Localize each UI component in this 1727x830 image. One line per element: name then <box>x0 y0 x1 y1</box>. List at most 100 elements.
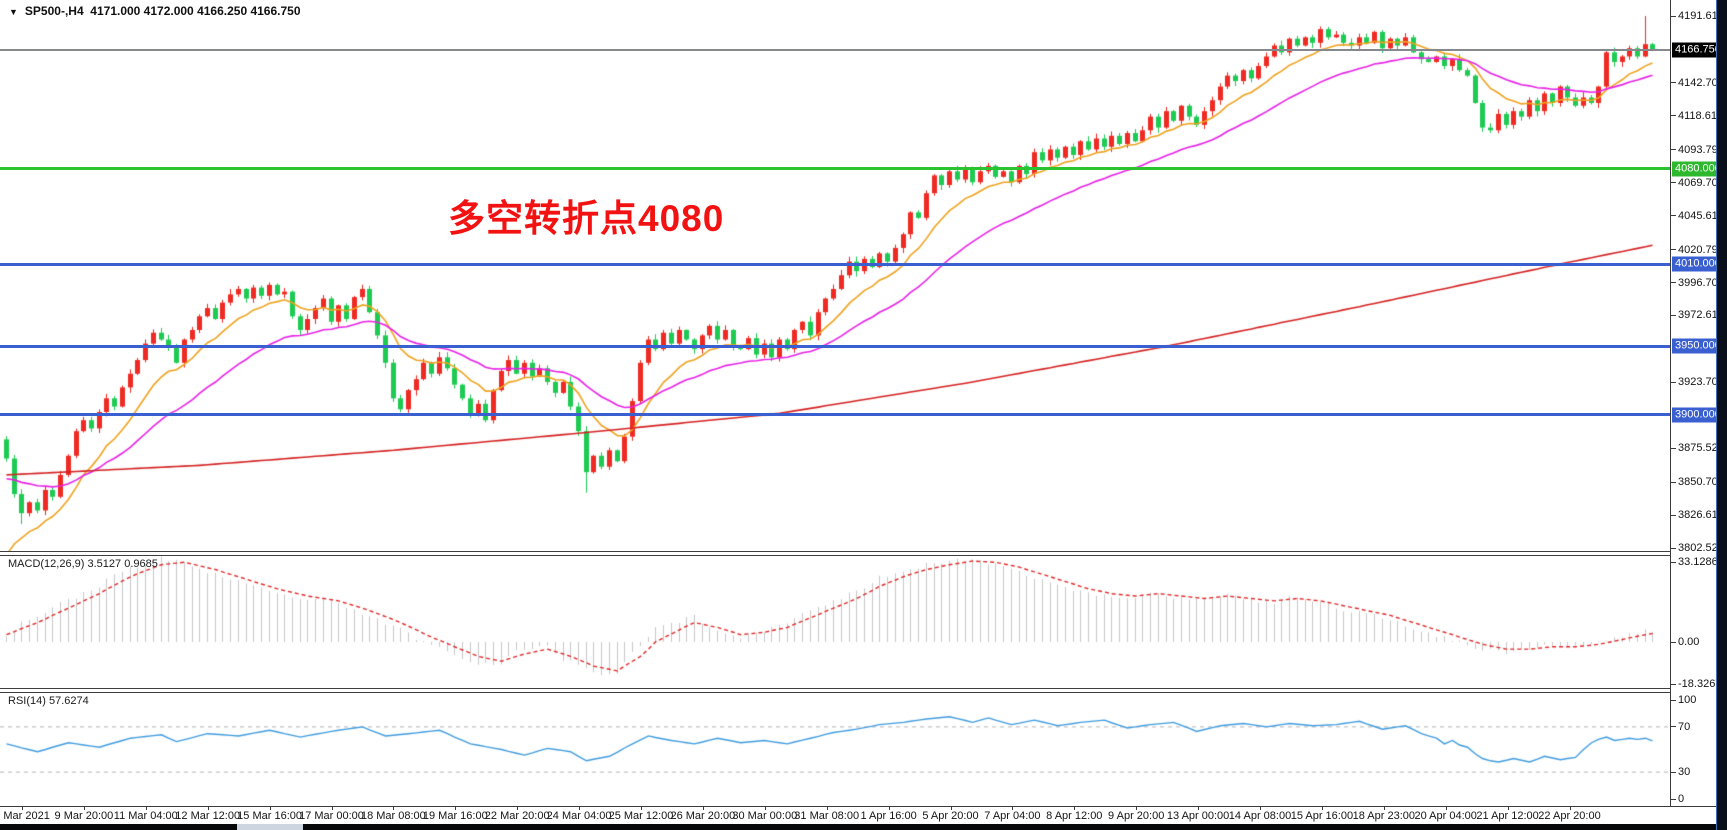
time-tick-mark <box>1569 806 1571 810</box>
tick-mark <box>1671 447 1676 449</box>
macd-tick-label: 0.00 <box>1671 635 1699 649</box>
price-tick-label: 3802.520 <box>1671 541 1724 555</box>
time-tick-mark <box>517 806 519 810</box>
macd-value-main: 3.5127 <box>87 558 122 570</box>
tick-mark <box>1671 381 1676 383</box>
tick-mark <box>1671 699 1676 701</box>
price-tick-label: 4118.610 <box>1671 109 1723 123</box>
window-right-edge <box>1716 0 1727 830</box>
time-tick-mark <box>22 806 23 810</box>
time-axis-label: 18 Apr 23:00 <box>1352 810 1415 822</box>
price-tick-label: 3972.610 <box>1671 308 1724 322</box>
time-tick-mark <box>641 806 642 810</box>
price-tick-label: 3850.700 <box>1671 475 1724 489</box>
ohlc-values: 4171.000 4172.000 4166.250 4166.750 <box>90 4 301 18</box>
time-tick-mark <box>1507 806 1509 810</box>
time-axis-label: 15 Apr 16:00 <box>1290 810 1354 822</box>
price-scale-gutter[interactable]: 4191.610 4142.700 4118.610 4093.790 4069.700… <box>1670 0 1724 806</box>
time-tick-mark <box>826 806 828 810</box>
time-tick-mark <box>1136 806 1138 810</box>
time-axis-label: 7 Apr 04:00 <box>984 810 1041 822</box>
tick-mark <box>1671 115 1676 117</box>
time-axis-label: 24 Mar 04:00 <box>546 810 612 822</box>
time-axis-label: 22 Mar 20:00 <box>484 810 550 822</box>
tick-mark <box>1671 315 1676 317</box>
tick-mark <box>1671 561 1676 563</box>
chart-title: ▼ SP500-,H4 4171.000 4172.000 4166.250 41… <box>9 4 301 18</box>
time-axis-label: 12 Mar 12:00 <box>175 810 241 822</box>
price-tick-label: 4093.790 <box>1671 143 1724 157</box>
tick-mark <box>1671 149 1676 151</box>
price-level-badge: 4080.000 <box>1672 161 1721 177</box>
tick-mark <box>1671 82 1676 84</box>
support-line-3950[interactable] <box>0 344 1670 348</box>
rsi-tick-label: 0 <box>1671 792 1684 806</box>
tick-mark <box>1671 182 1676 184</box>
symbol-dropdown-icon[interactable]: ▼ <box>9 7 18 17</box>
rsi-tick-label: 100 <box>1671 693 1696 707</box>
time-axis-label: 30 Mar 00:00 <box>732 810 798 822</box>
time-tick-mark <box>1383 806 1385 810</box>
rsi-indicator-canvas[interactable] <box>0 693 1670 806</box>
current-price-line[interactable] <box>0 48 1670 51</box>
time-axis-label: 17 Mar 00:00 <box>299 810 364 822</box>
macd-tick-label: -18.3267 <box>1671 677 1721 691</box>
tick-mark <box>1671 641 1676 643</box>
tick-mark <box>1671 683 1676 685</box>
rsi-label: RSI(14) 57.6274 <box>8 695 89 707</box>
panel-separator-price-macd[interactable] <box>0 551 1716 556</box>
time-axis-line <box>0 806 1716 807</box>
time-tick-mark <box>1445 806 1447 810</box>
macd-tick-label: 33.1286 <box>1671 555 1718 569</box>
support-line-4080[interactable] <box>0 167 1670 171</box>
macd-indicator-canvas[interactable] <box>0 556 1670 689</box>
price-tick-label: 4020.790 <box>1671 243 1724 257</box>
tick-mark <box>1671 15 1676 17</box>
price-tick-label: 4191.610 <box>1671 9 1724 23</box>
tick-mark <box>1671 771 1676 773</box>
macd-value-signal: 0.9685 <box>124 558 158 570</box>
time-axis-label: 18 Mar 08:00 <box>360 810 426 822</box>
price-tick-label: 3875.520 <box>1671 441 1724 455</box>
price-tick-label: 3996.700 <box>1671 276 1724 290</box>
symbol-timeframe-label: SP500-,H4 <box>24 4 84 18</box>
macd-label: MACD(12,26,9) 3.5127 0.9685 <box>8 558 158 570</box>
time-tick-mark <box>579 806 581 810</box>
panel-separator-macd-rsi[interactable] <box>0 688 1716 693</box>
price-tick-label: 4142.700 <box>1671 76 1724 90</box>
time-axis-label: 9 Mar 20:00 <box>54 810 114 822</box>
time-axis-label: 15 Mar 16:00 <box>237 810 303 822</box>
time-tick-mark <box>1260 806 1261 810</box>
price-chart-canvas[interactable] <box>0 0 1670 553</box>
time-axis-label: 22 Apr 20:00 <box>1538 810 1601 822</box>
time-tick-mark <box>1198 806 1200 810</box>
time-tick-mark <box>83 806 85 810</box>
time-axis-label: 1 Apr 16:00 <box>860 810 917 822</box>
time-tick-mark <box>764 806 766 810</box>
time-tick-mark <box>1012 806 1014 810</box>
tick-mark <box>1671 215 1676 217</box>
price-tick-label: 4045.610 <box>1671 209 1724 223</box>
support-line-4010[interactable] <box>0 262 1670 266</box>
time-axis-label: 13 Apr 00:00 <box>1166 810 1230 822</box>
price-tick-label: 3826.610 <box>1671 508 1724 522</box>
time-axis-label: 8 Mar 2021 <box>0 810 50 822</box>
trader-annotation-text: 多空转折点4080 <box>448 198 725 239</box>
time-axis-label: 21 Apr 12:00 <box>1476 810 1539 822</box>
time-tick-mark <box>455 806 457 810</box>
time-tick-mark <box>393 806 395 810</box>
time-tick-mark <box>331 806 333 810</box>
time-axis-label: 11 Mar 04:00 <box>113 810 178 822</box>
support-line-3900[interactable] <box>0 413 1670 417</box>
price-level-badge: 4166.750 <box>1672 42 1721 58</box>
tick-mark <box>1671 547 1676 549</box>
tick-mark <box>1671 514 1676 516</box>
time-axis-label: 26 Mar 20:00 <box>670 810 736 822</box>
price-level-badge: 4010.000 <box>1672 256 1721 272</box>
rsi-tick-label: 70 <box>1671 720 1690 734</box>
time-axis-label: 14 Apr 08:00 <box>1228 810 1292 822</box>
time-tick-mark <box>269 806 271 810</box>
tick-mark <box>1671 798 1676 800</box>
